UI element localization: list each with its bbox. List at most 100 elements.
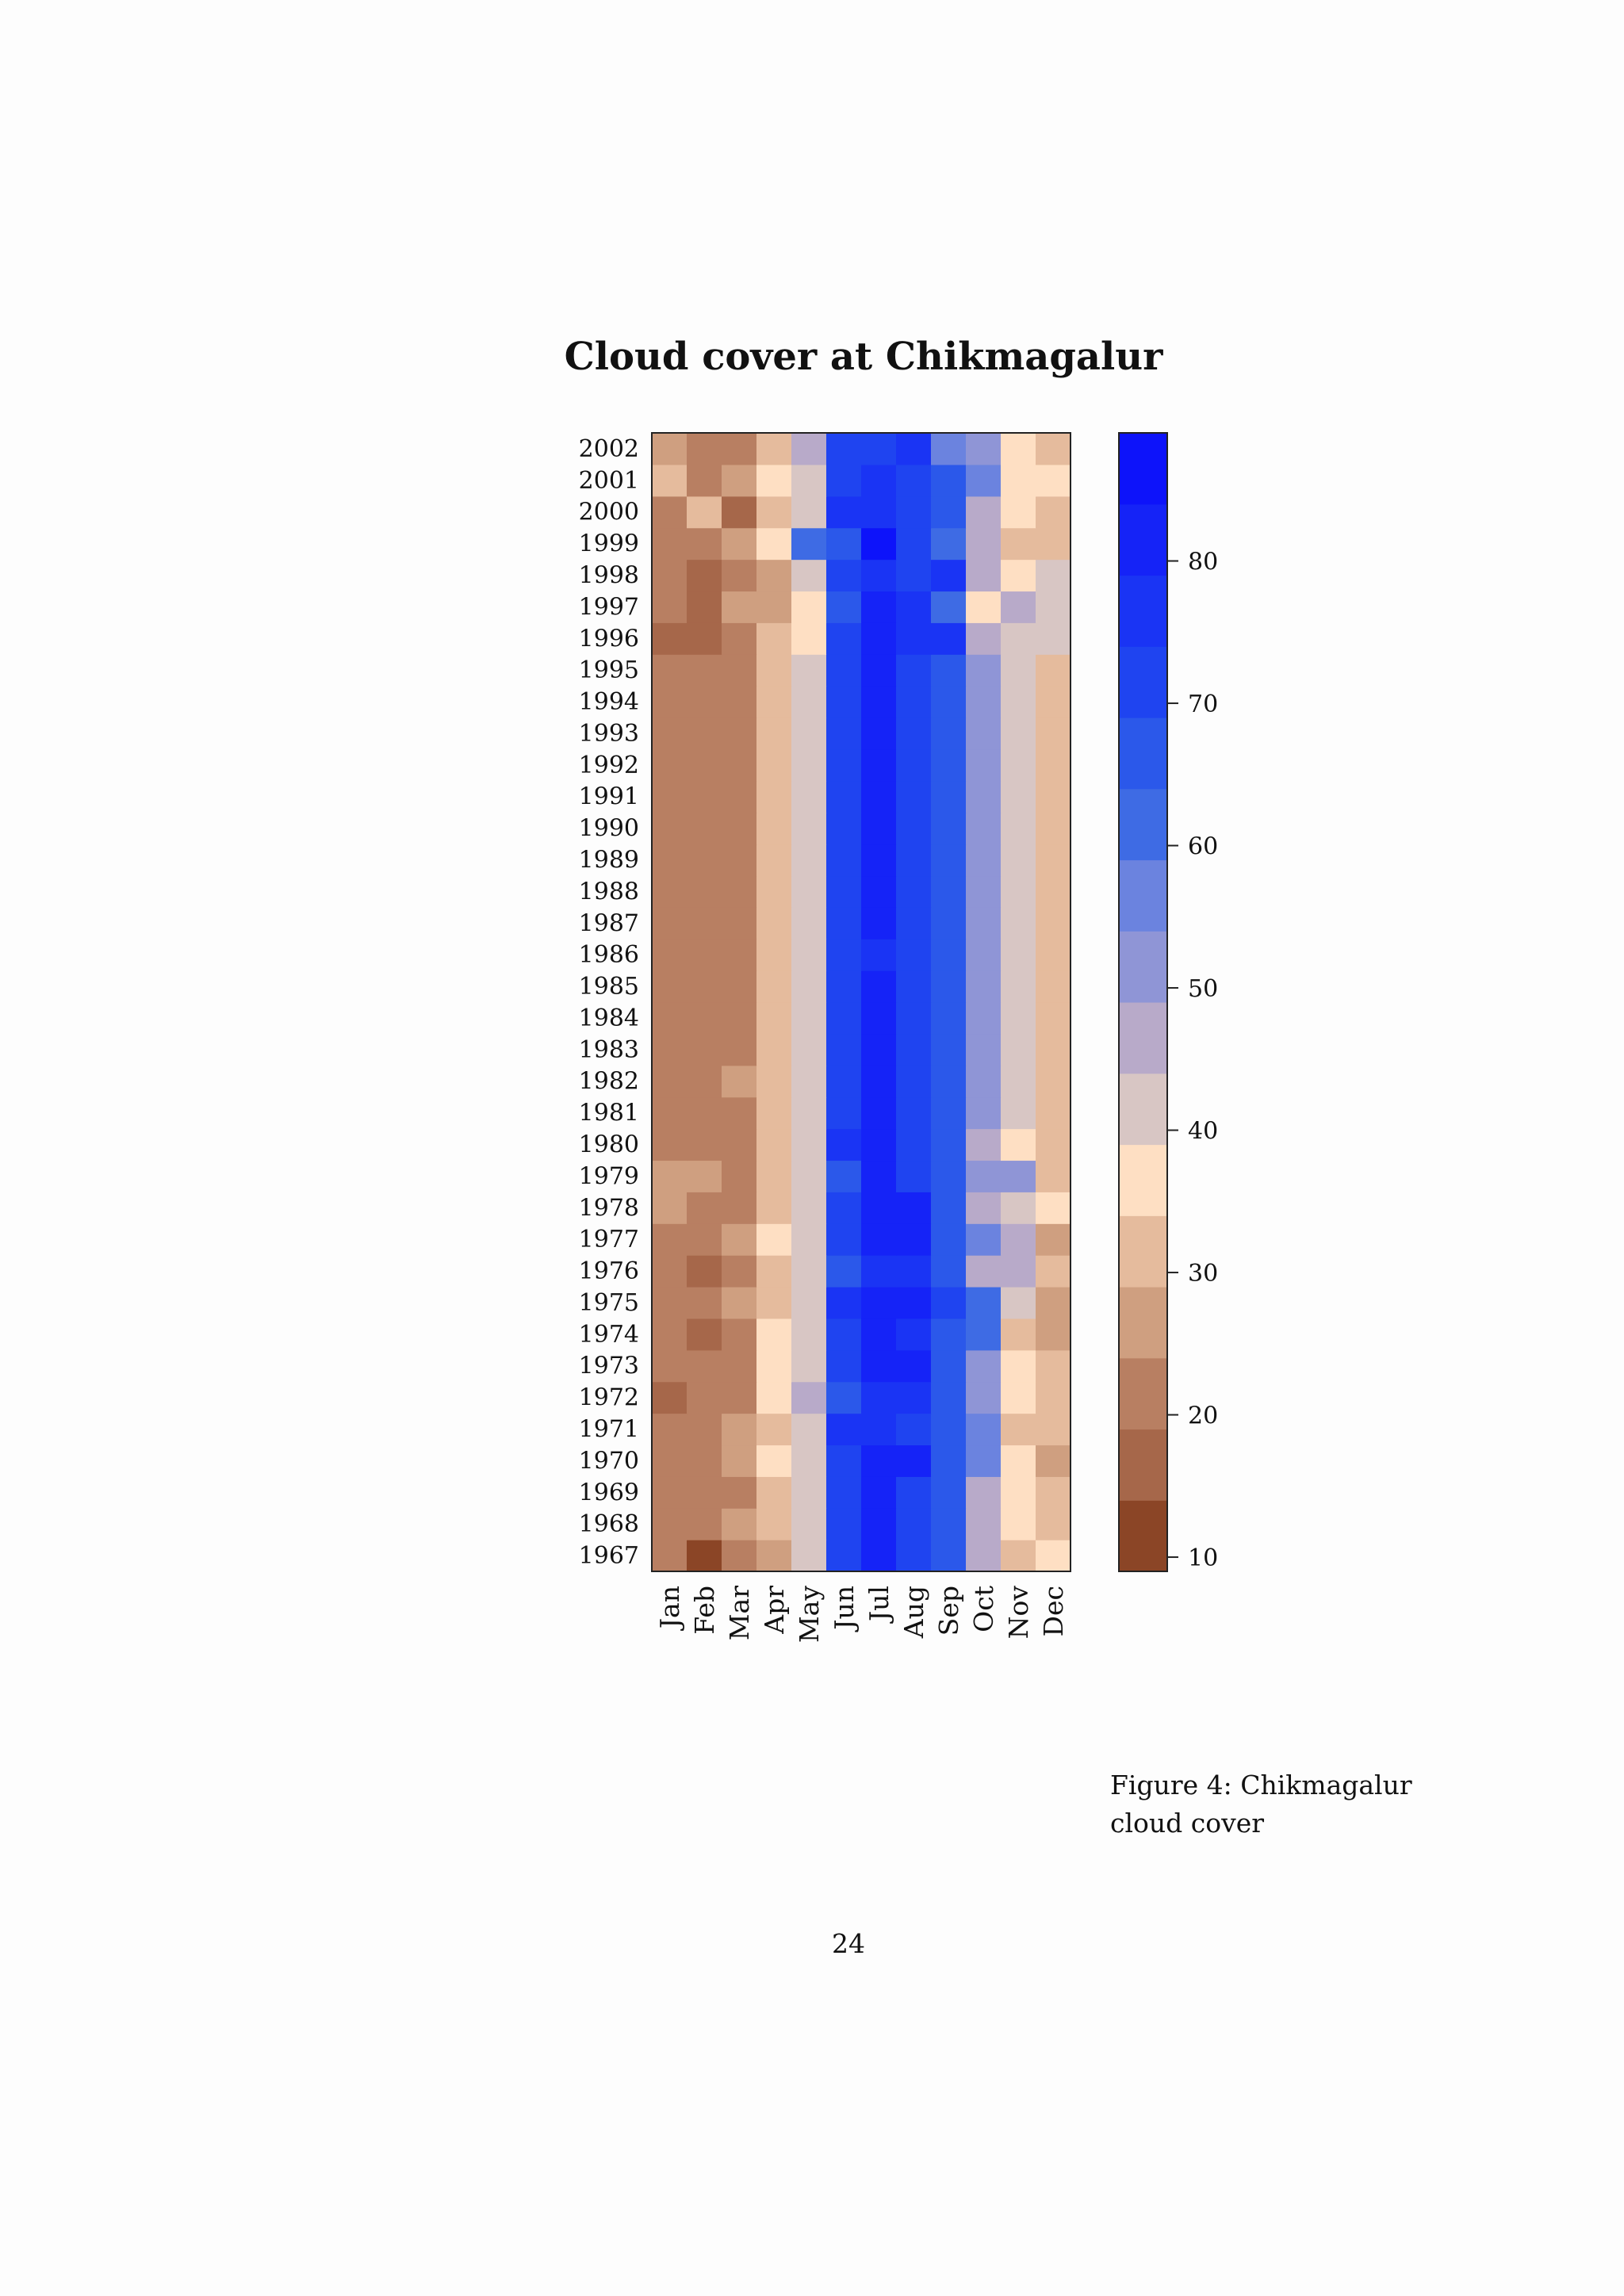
heat-cell <box>966 748 1002 782</box>
heat-cell <box>687 1318 722 1351</box>
heat-cell <box>791 1033 827 1066</box>
heat-cell <box>1001 1160 1036 1192</box>
colorbar-tick-label: 70 <box>1188 691 1218 718</box>
heat-cell <box>826 591 862 623</box>
colorbar-segment <box>1119 1144 1167 1216</box>
heat-cell <box>791 1223 827 1256</box>
heat-cell <box>931 812 967 845</box>
heat-cell <box>791 1192 827 1224</box>
heat-cell <box>652 1287 688 1319</box>
heat-cell <box>1036 591 1071 623</box>
heat-cell <box>1036 559 1071 592</box>
heat-cell <box>756 939 792 971</box>
heat-cell <box>896 1160 932 1192</box>
heat-cell <box>687 1287 722 1319</box>
heat-cell <box>966 812 1002 845</box>
heat-cell <box>652 559 688 592</box>
heat-cell <box>861 1002 897 1035</box>
heat-cell <box>1036 1413 1071 1446</box>
year-tick-label: 2001 <box>579 467 639 495</box>
colorbar-segment <box>1119 718 1167 790</box>
heat-cell <box>861 496 897 529</box>
heat-cell <box>896 907 932 939</box>
heat-cell <box>826 686 862 718</box>
heat-cell <box>687 1381 722 1414</box>
heat-cell <box>722 1413 757 1446</box>
heat-cell <box>861 1128 897 1161</box>
year-tick-label: 1970 <box>579 1447 639 1475</box>
heat-cell <box>652 1349 688 1383</box>
heat-cell <box>756 527 792 561</box>
colorbar-tick-label: 10 <box>1188 1544 1218 1572</box>
heat-cell <box>722 654 757 687</box>
heat-cell <box>931 1160 967 1192</box>
heat-cell <box>966 1318 1002 1351</box>
colorbar-segment <box>1119 503 1167 576</box>
heat-cell <box>1036 1096 1071 1130</box>
heat-cell <box>826 748 862 782</box>
heat-cell <box>756 686 792 718</box>
heat-cell <box>1036 1065 1071 1098</box>
heat-cell <box>1001 1065 1036 1098</box>
heat-cell <box>1001 939 1036 971</box>
heat-cell <box>791 1381 827 1414</box>
heat-cell <box>756 970 792 1003</box>
heat-cell <box>652 1096 688 1130</box>
heat-cell <box>896 622 932 655</box>
heat-cell <box>722 1128 757 1161</box>
year-tick-label: 1977 <box>579 1226 639 1253</box>
year-tick-label: 1981 <box>579 1100 639 1127</box>
heat-cell <box>966 1065 1002 1098</box>
heat-cell <box>652 812 688 845</box>
heat-cell <box>1001 1002 1036 1035</box>
heat-cell <box>652 1033 688 1066</box>
heat-cell <box>1001 433 1036 465</box>
heat-cell <box>826 1065 862 1098</box>
heat-cell <box>652 591 688 623</box>
heat-cell <box>966 939 1002 971</box>
heat-cell <box>687 1065 722 1098</box>
heat-cell <box>756 907 792 939</box>
heat-cell <box>687 1445 722 1477</box>
month-tick-label: Jan <box>654 1586 685 1631</box>
heat-cell <box>826 1160 862 1192</box>
heat-cell <box>931 1476 967 1509</box>
heat-cell <box>966 844 1002 877</box>
heat-cell <box>722 1255 757 1288</box>
heat-cell <box>966 1445 1002 1477</box>
heat-cell <box>931 1349 967 1383</box>
heat-cell <box>1036 970 1071 1003</box>
month-tick-label: Nov <box>1003 1586 1034 1640</box>
heat-cell <box>756 433 792 465</box>
heat-cell <box>826 1255 862 1288</box>
heat-cell <box>1001 1255 1036 1288</box>
heat-cell <box>791 1128 827 1161</box>
heat-cell <box>722 718 757 750</box>
heat-cell <box>722 1445 757 1477</box>
heat-cell <box>861 1192 897 1224</box>
heat-cell <box>687 1192 722 1224</box>
heat-cell <box>791 875 827 908</box>
heat-cell <box>1036 1318 1071 1351</box>
year-tick-label: 1990 <box>579 815 639 843</box>
heat-cell <box>652 1476 688 1509</box>
heat-cell <box>687 464 722 497</box>
heat-cell <box>652 907 688 939</box>
heat-cell <box>652 1255 688 1288</box>
heat-cell <box>1036 1476 1071 1509</box>
heat-cell <box>826 1476 862 1509</box>
heat-cell <box>722 875 757 908</box>
year-tick-label: 1997 <box>579 593 639 621</box>
heat-cell <box>966 1413 1002 1446</box>
heat-cell <box>966 875 1002 908</box>
heat-cell <box>1036 433 1071 465</box>
heat-cell <box>791 686 827 718</box>
year-tick-label: 1994 <box>579 688 639 716</box>
heat-cell <box>931 1128 967 1161</box>
heat-cell <box>687 559 722 592</box>
heat-cell <box>722 591 757 623</box>
heat-cell <box>861 939 897 971</box>
heat-cell <box>966 496 1002 529</box>
heat-cell <box>966 970 1002 1003</box>
